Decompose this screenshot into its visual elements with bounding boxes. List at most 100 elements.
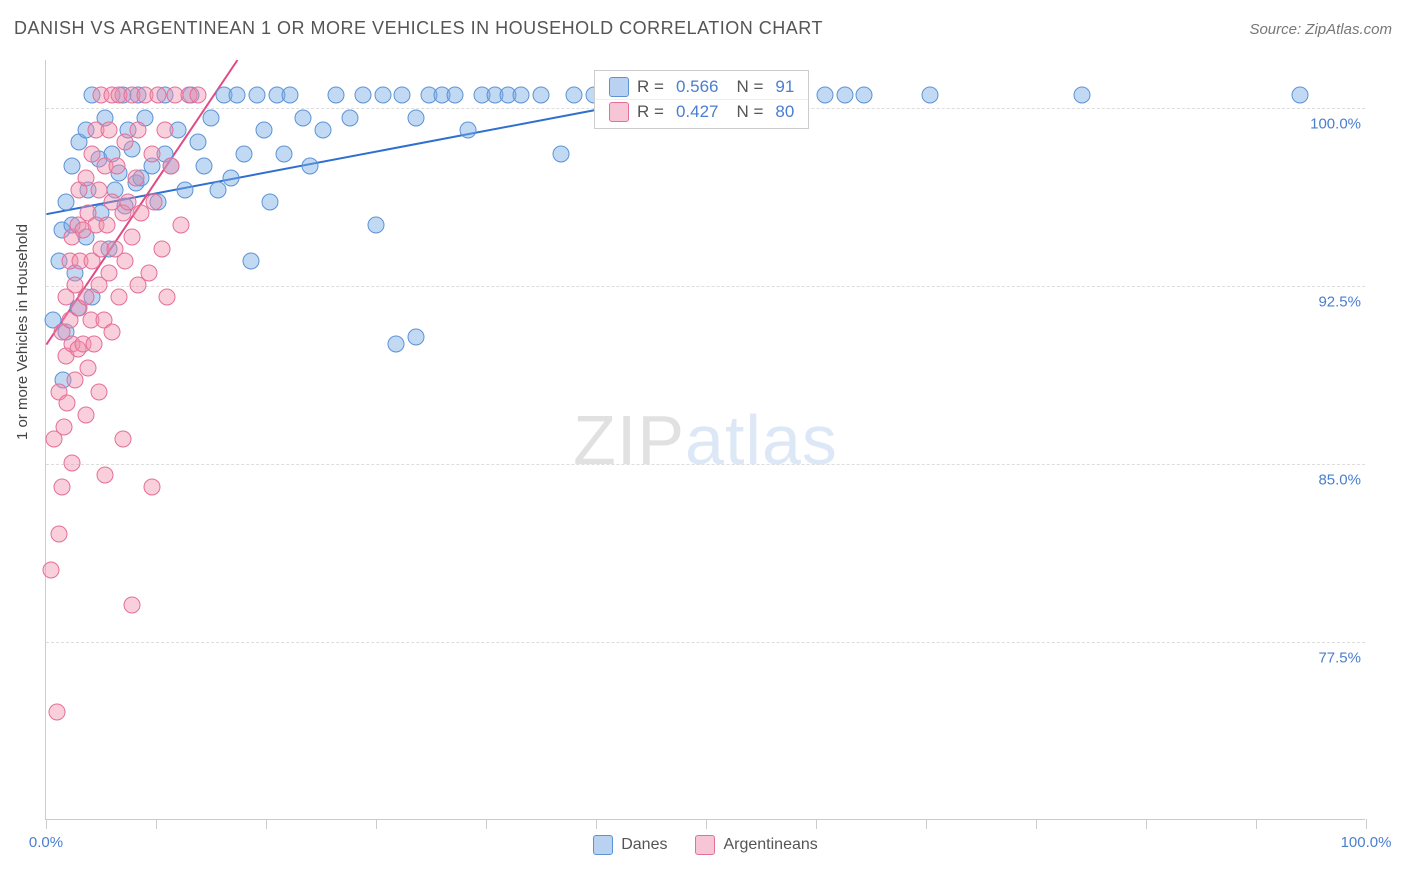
scatter-point [146, 193, 163, 210]
scatter-point [196, 157, 213, 174]
scatter-point [255, 122, 272, 139]
scatter-point [341, 110, 358, 127]
x-tick [596, 819, 597, 829]
x-tick [1036, 819, 1037, 829]
scatter-point [262, 193, 279, 210]
scatter-point [109, 157, 126, 174]
series-legend-label: Argentineans [723, 836, 817, 854]
scatter-point [176, 181, 193, 198]
y-tick-label: 77.5% [1318, 649, 1367, 666]
legend-n-label: N = [736, 102, 763, 122]
scatter-point [354, 86, 371, 103]
stats-legend-row: R =0.566N =91 [595, 75, 808, 99]
chart-title: DANISH VS ARGENTINEAN 1 OR MORE VEHICLES… [14, 18, 823, 39]
scatter-point [98, 217, 115, 234]
scatter-point [156, 122, 173, 139]
scatter-point [275, 146, 292, 163]
scatter-point [315, 122, 332, 139]
scatter-point [53, 478, 70, 495]
scatter-point [77, 288, 94, 305]
scatter-point [816, 86, 833, 103]
scatter-point [407, 328, 424, 345]
scatter-point [189, 86, 206, 103]
scatter-point [222, 169, 239, 186]
y-axis-label: 1 or more Vehicles in Household [14, 224, 31, 440]
stats-legend: R =0.566N =91R =0.427N =80 [594, 70, 809, 129]
scatter-point [101, 122, 118, 139]
scatter-point [209, 181, 226, 198]
x-tick [1256, 819, 1257, 829]
series-legend-label: Danes [621, 836, 667, 854]
x-tick [1366, 819, 1367, 829]
scatter-point [114, 431, 131, 448]
scatter-point [172, 217, 189, 234]
watermark-atlas: atlas [685, 401, 838, 479]
scatter-point [117, 252, 134, 269]
y-tick-label: 85.0% [1318, 471, 1367, 488]
x-tick [816, 819, 817, 829]
grid-line [46, 642, 1365, 643]
x-tick [926, 819, 927, 829]
legend-r-value: 0.427 [676, 102, 719, 122]
scatter-point [130, 122, 147, 139]
scatter-point [104, 324, 121, 341]
scatter-point [133, 205, 150, 222]
scatter-point [51, 526, 68, 543]
legend-n-value: 91 [775, 77, 794, 97]
scatter-point [90, 383, 107, 400]
legend-n-value: 80 [775, 102, 794, 122]
scatter-point [189, 134, 206, 151]
scatter-point [922, 86, 939, 103]
scatter-point [150, 86, 167, 103]
chart-header: DANISH VS ARGENTINEAN 1 OR MORE VEHICLES… [14, 18, 1392, 39]
scatter-point [387, 336, 404, 353]
x-tick [376, 819, 377, 829]
scatter-point [447, 86, 464, 103]
scatter-point [110, 288, 127, 305]
scatter-point [123, 597, 140, 614]
grid-line [46, 464, 1365, 465]
scatter-point [1074, 86, 1091, 103]
scatter-point [56, 419, 73, 436]
grid-line [46, 286, 1365, 287]
watermark: ZIPatlas [573, 400, 838, 480]
scatter-point [163, 157, 180, 174]
scatter-point [566, 86, 583, 103]
plot-area: ZIPatlas 100.0%92.5%85.0%77.5%0.0%100.0%… [45, 60, 1365, 820]
scatter-point [143, 146, 160, 163]
scatter-point [368, 217, 385, 234]
legend-r-label: R = [637, 77, 664, 97]
scatter-point [394, 86, 411, 103]
x-tick [1146, 819, 1147, 829]
x-tick [156, 819, 157, 829]
x-tick [266, 819, 267, 829]
scatter-point [1292, 86, 1309, 103]
scatter-point [302, 157, 319, 174]
scatter-point [552, 146, 569, 163]
scatter-point [64, 454, 81, 471]
scatter-point [374, 86, 391, 103]
scatter-point [127, 169, 144, 186]
scatter-point [48, 704, 65, 721]
scatter-point [295, 110, 312, 127]
scatter-point [242, 252, 259, 269]
scatter-point [460, 122, 477, 139]
scatter-point [513, 86, 530, 103]
scatter-point [328, 86, 345, 103]
scatter-point [143, 478, 160, 495]
series-legend-item: Danes [593, 835, 667, 855]
scatter-point [80, 359, 97, 376]
series-legend: Danes Argentineans [46, 835, 1365, 855]
y-tick-label: 100.0% [1310, 115, 1367, 132]
legend-swatch [695, 835, 715, 855]
scatter-point [203, 110, 220, 127]
scatter-point [856, 86, 873, 103]
scatter-point [407, 110, 424, 127]
legend-r-value: 0.566 [676, 77, 719, 97]
scatter-point [154, 241, 171, 258]
y-tick-label: 92.5% [1318, 293, 1367, 310]
scatter-point [533, 86, 550, 103]
scatter-point [123, 229, 140, 246]
x-tick [486, 819, 487, 829]
stats-legend-row: R =0.427N =80 [595, 99, 808, 124]
